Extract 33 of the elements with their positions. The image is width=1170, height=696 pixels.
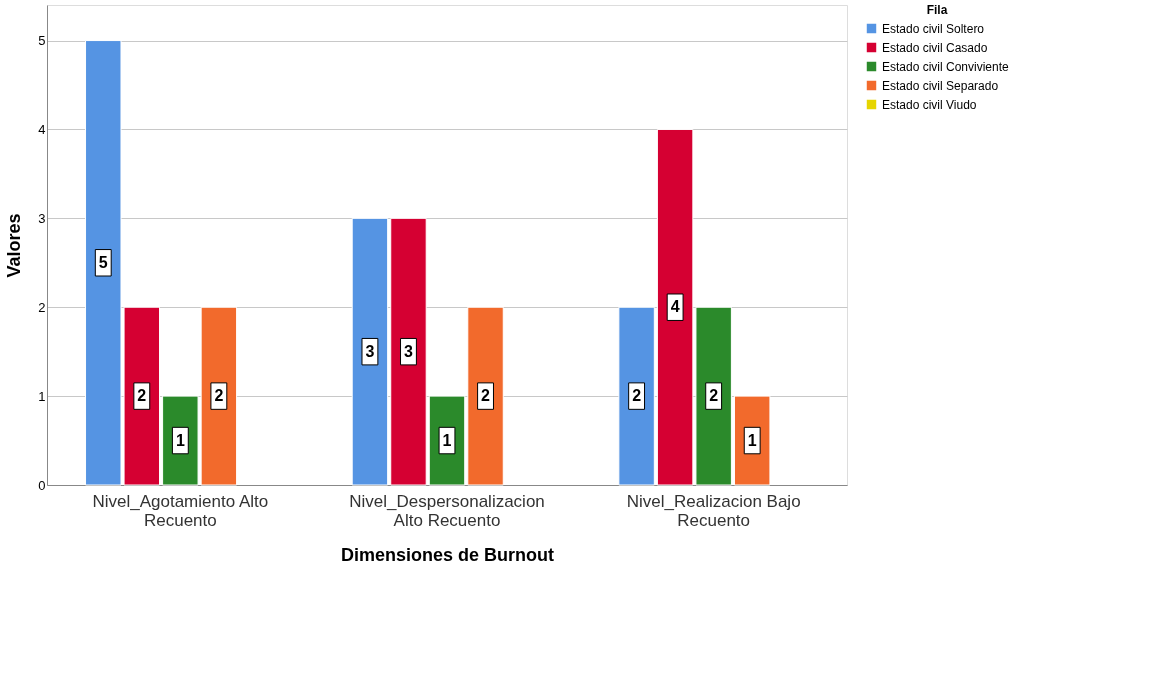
data-label: 2 — [632, 387, 642, 405]
x-tick-label: Nivel_Realizacion Bajo Recuento — [626, 491, 801, 530]
data-label: 2 — [137, 387, 147, 405]
data-label: 1 — [442, 431, 452, 449]
bar — [351, 217, 389, 486]
legend-label: Estado civil Casado — [882, 40, 988, 55]
y-tick-label: 2 — [38, 299, 46, 315]
legend-label: Estado civil Separado — [882, 78, 999, 93]
y-tick-label: 3 — [38, 210, 46, 226]
legend-label: Estado civil Soltero — [882, 21, 985, 36]
legend-label: Estado civil Conviviente — [882, 59, 1010, 74]
y-tick-label: 5 — [38, 33, 46, 49]
x-tick-label: Nivel_Despersonalizacion Alto Recuento — [349, 491, 545, 530]
y-axis-title: Valores — [4, 213, 25, 278]
data-label: 2 — [709, 387, 719, 405]
bar — [467, 306, 504, 486]
bar — [618, 306, 655, 486]
legend-title: Fila — [926, 3, 948, 17]
bar — [390, 217, 427, 486]
y-tick-label: 4 — [38, 121, 46, 137]
data-label: 3 — [404, 342, 414, 360]
data-label: 1 — [175, 431, 185, 449]
data-label: 5 — [98, 253, 108, 271]
y-tick-label: 0 — [38, 477, 46, 493]
data-label: 1 — [747, 431, 757, 449]
data-label: 2 — [214, 387, 224, 405]
x-tick-label: Nivel_Agotamiento Alto Recuento — [92, 491, 269, 530]
data-label: 2 — [481, 387, 491, 405]
data-label: 3 — [365, 342, 375, 360]
data-label: 4 — [670, 298, 680, 316]
y-tick-label: 1 — [38, 388, 46, 404]
x-axis-title: Dimensiones de Burnout — [340, 544, 555, 565]
legend-label: Estado civil Viudo — [882, 97, 977, 112]
